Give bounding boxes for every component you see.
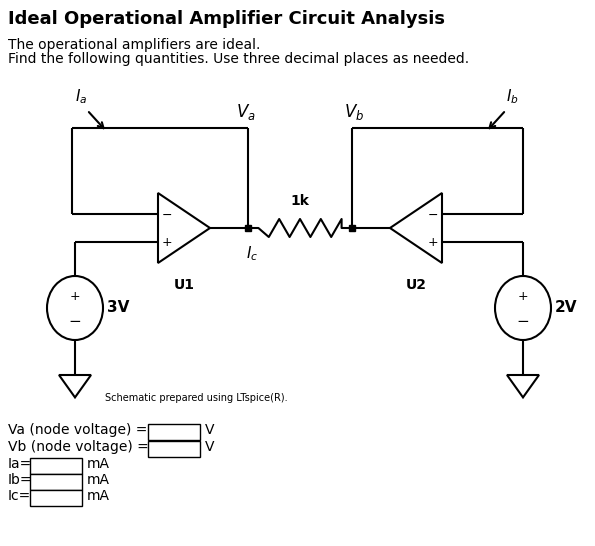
- Polygon shape: [158, 193, 210, 263]
- Text: $V_a$: $V_a$: [236, 102, 256, 122]
- Text: $+$: $+$: [427, 235, 439, 248]
- Text: +: +: [70, 290, 80, 304]
- Text: $V_b$: $V_b$: [344, 102, 364, 122]
- Text: −: −: [68, 313, 82, 329]
- Text: Ic=: Ic=: [8, 489, 32, 503]
- Bar: [349, 225, 355, 231]
- Text: The operational amplifiers are ideal.: The operational amplifiers are ideal.: [8, 38, 261, 52]
- Text: mA: mA: [87, 473, 110, 487]
- Text: 1k: 1k: [290, 194, 309, 208]
- Text: $-$: $-$: [161, 207, 173, 221]
- Text: Ideal Operational Amplifier Circuit Analysis: Ideal Operational Amplifier Circuit Anal…: [8, 10, 445, 28]
- Ellipse shape: [47, 276, 103, 340]
- Text: $+$: $+$: [161, 235, 173, 248]
- Bar: [148, 441, 200, 457]
- Text: 2V: 2V: [555, 300, 578, 316]
- Text: $-$: $-$: [427, 207, 439, 221]
- Text: −: −: [516, 313, 530, 329]
- Text: Find the following quantities. Use three decimal places as needed.: Find the following quantities. Use three…: [8, 52, 469, 66]
- Text: V: V: [205, 440, 215, 454]
- Text: Va (node voltage) =: Va (node voltage) =: [8, 423, 148, 437]
- Text: Ib=: Ib=: [8, 473, 33, 487]
- Polygon shape: [390, 193, 442, 263]
- Text: Schematic prepared using LTspice(R).: Schematic prepared using LTspice(R).: [105, 393, 287, 403]
- Text: U1: U1: [174, 278, 195, 292]
- Bar: [30, 474, 82, 490]
- Text: $I_b$: $I_b$: [506, 87, 518, 106]
- Text: mA: mA: [87, 489, 110, 503]
- Bar: [30, 490, 82, 506]
- Bar: [245, 225, 251, 231]
- Bar: [148, 424, 200, 440]
- Text: 3V: 3V: [107, 300, 129, 316]
- Bar: [30, 458, 82, 474]
- Text: +: +: [518, 290, 528, 304]
- Ellipse shape: [495, 276, 551, 340]
- Text: V: V: [205, 423, 215, 437]
- Text: $I_a$: $I_a$: [75, 87, 87, 106]
- Text: mA: mA: [87, 457, 110, 471]
- Text: Ia=: Ia=: [8, 457, 32, 471]
- Text: $I_c$: $I_c$: [246, 244, 258, 263]
- Text: Vb (node voltage) =: Vb (node voltage) =: [8, 440, 149, 454]
- Polygon shape: [59, 375, 91, 397]
- Text: U2: U2: [406, 278, 427, 292]
- Polygon shape: [507, 375, 539, 397]
